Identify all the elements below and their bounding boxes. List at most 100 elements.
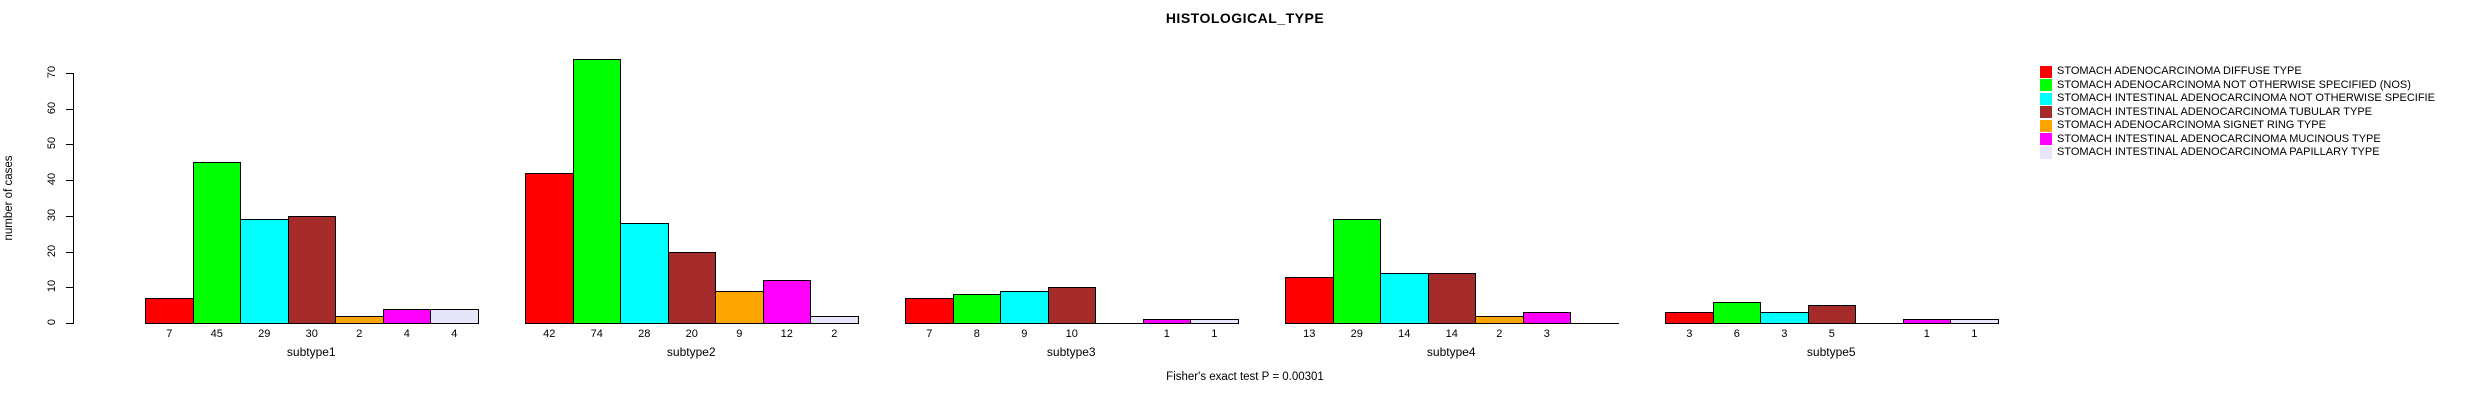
y-tick-mark bbox=[66, 251, 73, 253]
bar bbox=[525, 173, 574, 324]
legend-label: STOMACH ADENOCARCINOMA DIFFUSE TYPE bbox=[2057, 65, 2302, 77]
y-tick-mark bbox=[66, 215, 73, 217]
y-tick-label: 0 bbox=[46, 318, 58, 326]
bar-value-label: 3 bbox=[1686, 328, 1693, 340]
y-tick-label: 60 bbox=[46, 101, 58, 114]
legend-label: STOMACH ADENOCARCINOMA SIGNET RING TYPE bbox=[2057, 119, 2326, 131]
bar-zero bbox=[1855, 323, 1904, 324]
bar bbox=[1285, 276, 1334, 324]
bar bbox=[1902, 319, 1951, 324]
y-tick-label: 70 bbox=[46, 65, 58, 79]
y-tick-label: 20 bbox=[46, 244, 58, 257]
x-category-label: subtype3 bbox=[1046, 345, 1096, 359]
bar-value-label: 1 bbox=[1923, 328, 1930, 340]
y-tick-mark bbox=[66, 180, 73, 182]
bar-value-label: 1 bbox=[1163, 328, 1170, 340]
bar-value-label: 20 bbox=[685, 328, 698, 340]
bar bbox=[1475, 315, 1524, 324]
bar-value-label: 42 bbox=[543, 328, 556, 340]
y-tick-mark bbox=[66, 287, 73, 289]
x-category-label: subtype2 bbox=[666, 345, 716, 359]
bar bbox=[572, 58, 621, 324]
bar bbox=[1522, 312, 1571, 324]
bar-value-label: 1 bbox=[1971, 328, 1978, 340]
y-axis-line bbox=[73, 73, 74, 324]
bar-value-label: 4 bbox=[451, 328, 458, 340]
y-tick-mark bbox=[66, 108, 73, 110]
bar bbox=[335, 315, 384, 324]
x-category-label: subtype1 bbox=[286, 345, 336, 359]
legend-swatch bbox=[2040, 119, 2052, 132]
y-tick-label: 40 bbox=[46, 173, 58, 186]
bar bbox=[192, 162, 241, 324]
bar-value-label: 7 bbox=[166, 328, 173, 340]
bar-value-label: 13 bbox=[1303, 328, 1316, 340]
bar-value-label: 14 bbox=[1398, 328, 1411, 340]
bar bbox=[287, 215, 336, 324]
bar bbox=[1047, 287, 1096, 324]
bar bbox=[1380, 273, 1429, 324]
bar-value-label: 7 bbox=[926, 328, 933, 340]
legend-label: STOMACH INTESTINAL ADENOCARCINOMA MUCINO… bbox=[2057, 132, 2381, 145]
bar bbox=[1807, 305, 1856, 324]
y-tick-label: 30 bbox=[46, 208, 58, 221]
y-tick-mark bbox=[66, 323, 73, 324]
legend-label: STOMACH INTESTINAL ADENOCARCINOMA TUBULA… bbox=[2057, 105, 2372, 118]
bar bbox=[952, 294, 1001, 324]
bar bbox=[382, 308, 431, 324]
bar-value-label: 1 bbox=[1211, 328, 1218, 340]
bar bbox=[905, 298, 954, 324]
legend-label: STOMACH INTESTINAL ADENOCARCINOMA NOT OT… bbox=[2057, 92, 2435, 104]
legend-swatch bbox=[2040, 106, 2052, 118]
y-tick-mark bbox=[66, 144, 73, 146]
bar-value-label: 2 bbox=[831, 328, 838, 340]
bar-value-label: 3 bbox=[1781, 328, 1788, 340]
legend-swatch bbox=[2040, 79, 2052, 91]
x-category-label: subtype5 bbox=[1806, 345, 1856, 359]
bar-value-label: 29 bbox=[1350, 328, 1363, 340]
bar-value-label: 5 bbox=[1828, 328, 1835, 340]
bar-value-label: 4 bbox=[403, 328, 410, 340]
bar bbox=[1950, 319, 1999, 324]
bar-value-label: 9 bbox=[736, 328, 743, 340]
bar-value-label: 9 bbox=[1021, 328, 1028, 340]
y-tick-label: 50 bbox=[46, 137, 58, 150]
bar-value-label: 2 bbox=[356, 328, 363, 340]
bar-value-label: 28 bbox=[638, 328, 651, 340]
bar bbox=[667, 251, 716, 324]
bar bbox=[1712, 301, 1761, 324]
legend-swatch bbox=[2040, 65, 2052, 78]
bar-value-label: 12 bbox=[780, 328, 793, 340]
legend-swatch bbox=[2040, 146, 2052, 159]
bar-zero bbox=[1570, 323, 1619, 324]
bar bbox=[1142, 319, 1191, 324]
x-category-label: subtype4 bbox=[1426, 345, 1476, 359]
bar bbox=[1760, 312, 1809, 324]
bar bbox=[1190, 319, 1239, 324]
bar bbox=[1427, 273, 1476, 324]
fisher-test-caption: Fisher's exact test P = 0.00301 bbox=[1166, 371, 1324, 383]
legend-swatch bbox=[2040, 133, 2052, 145]
y-tick-label: 10 bbox=[46, 280, 58, 293]
bar bbox=[762, 280, 811, 324]
bar-value-label: 10 bbox=[1065, 328, 1078, 340]
bar bbox=[430, 308, 479, 324]
bar bbox=[1000, 290, 1049, 324]
bar bbox=[1665, 312, 1714, 324]
bar bbox=[240, 219, 289, 324]
bar-value-label: 14 bbox=[1445, 328, 1458, 340]
legend-swatch bbox=[2040, 92, 2052, 105]
bar bbox=[810, 315, 859, 324]
bar-value-label: 74 bbox=[590, 328, 603, 340]
bar bbox=[715, 290, 764, 324]
chart-title: HISTOLOGICAL_TYPE bbox=[1165, 10, 1325, 26]
bar bbox=[1332, 219, 1381, 324]
bar-value-label: 29 bbox=[258, 328, 271, 340]
bar-value-label: 2 bbox=[1496, 328, 1503, 340]
legend-label: STOMACH INTESTINAL ADENOCARCINOMA PAPILL… bbox=[2057, 146, 2380, 158]
bar bbox=[620, 223, 669, 324]
bar-value-label: 45 bbox=[210, 328, 223, 340]
bar-value-label: 8 bbox=[973, 328, 980, 340]
